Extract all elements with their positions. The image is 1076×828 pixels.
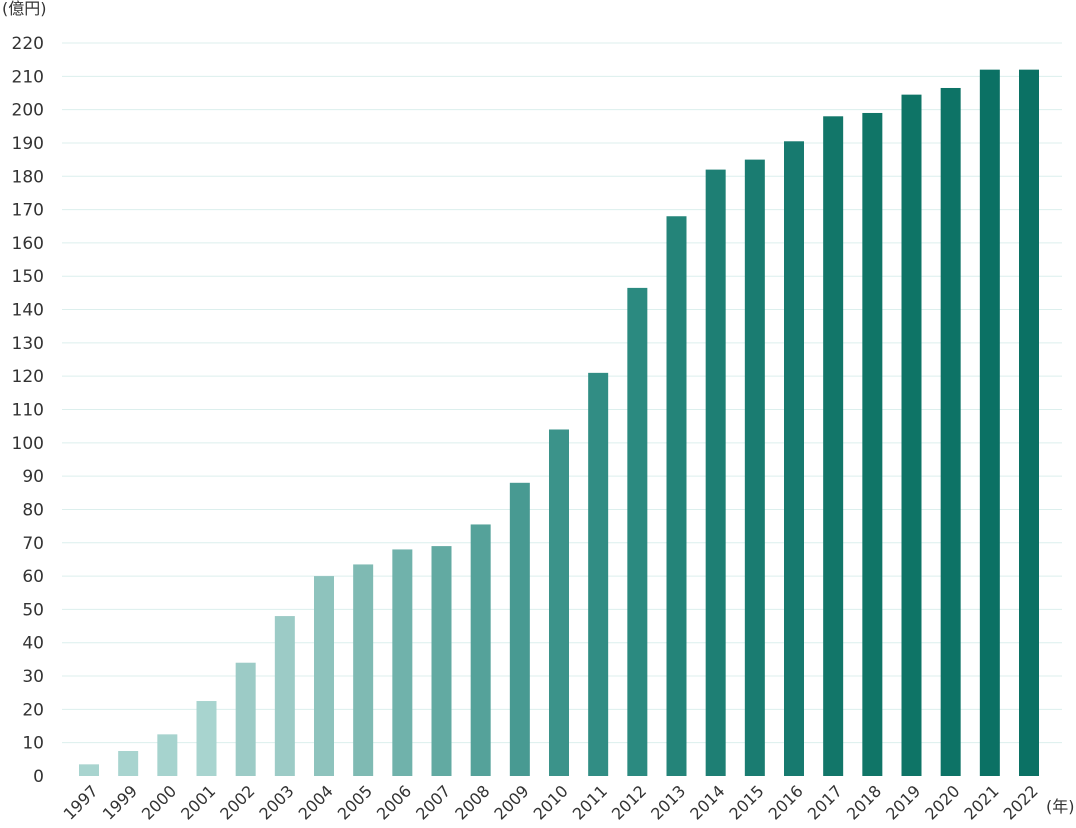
y-tick-label: 30 [22,667,44,687]
x-tick-label: 2000 [138,781,180,823]
x-axis: 1997199920002001200220032004200520062007… [60,781,1042,823]
bar-2008 [470,524,491,776]
x-tick-label: 2013 [647,781,689,823]
bar-2015 [744,159,765,776]
x-tick-label: 2004 [295,781,337,823]
x-tick-label: 2009 [490,781,532,823]
x-tick-label: 2021 [960,781,1002,823]
bar-2002 [235,662,256,776]
y-tick-label: 200 [12,101,44,121]
x-tick-label: 2006 [373,781,415,823]
x-axis-unit-label: (年) [1046,797,1075,816]
x-tick-label: 2012 [608,781,650,823]
x-tick-label: 2018 [843,781,885,823]
y-tick-label: 100 [12,434,44,454]
bar-2006 [392,549,413,776]
bar-2014 [705,169,726,777]
bar-2018 [862,112,883,776]
bar-2003 [274,616,295,776]
bar-2011 [588,372,609,776]
y-tick-label: 0 [33,767,44,787]
x-tick-label: 2015 [725,781,767,823]
bar-2021 [979,69,1000,777]
y-axis: 0 10 20 30 40 50 60 70 80 90 100 110 120 130 140 150 160… [12,34,44,787]
y-tick-label: 60 [22,567,44,587]
y-tick-label: 210 [12,67,44,87]
x-tick-label: 2020 [921,781,963,823]
y-tick-label: 160 [12,234,44,254]
bar-2000 [157,734,178,776]
y-tick-label: 190 [12,134,44,154]
bar-2001 [196,701,217,776]
x-tick-label: 2017 [804,781,846,823]
x-tick-label: 2014 [686,781,728,823]
bar-2019 [901,94,922,776]
y-tick-label: 170 [12,201,44,221]
y-tick-label: 180 [12,167,44,187]
y-tick-label: 80 [22,500,44,520]
bar-2017 [823,116,844,777]
y-tick-label: 150 [12,267,44,287]
bar-2016 [784,141,804,776]
x-tick-label: 2008 [451,781,493,823]
x-tick-label: 2002 [216,781,258,823]
x-tick-label: 2007 [412,781,454,823]
y-tick-label: 220 [12,34,44,54]
x-tick-label: 1999 [99,781,141,823]
bar-2012 [627,287,648,776]
x-tick-label: 2011 [569,781,611,823]
x-tick-label: 2019 [882,781,924,823]
x-tick-label: 2005 [334,781,376,823]
bar-2005 [353,564,374,776]
x-tick-label: 2001 [177,781,219,823]
y-tick-label: 140 [12,301,44,321]
bar-2010 [549,429,569,776]
x-tick-label: 2016 [765,781,807,823]
bar-1997 [79,764,99,776]
bar-1999 [118,751,139,776]
y-axis-unit-label: (億円) [2,0,47,18]
y-tick-label: 130 [12,334,44,354]
y-tick-label: 70 [22,534,44,554]
y-tick-label: 40 [22,634,44,654]
bars [79,69,1039,777]
bar-2009 [509,482,530,776]
gridlines [62,42,1062,744]
bar-2007 [431,546,452,776]
bar-2013 [666,216,687,777]
bar-2004 [314,576,334,776]
y-tick-label: 90 [22,467,44,487]
x-tick-label: 2010 [530,781,572,823]
y-tick-label: 20 [22,700,44,720]
y-tick-label: 110 [12,401,44,421]
x-tick-label: 2022 [1000,781,1042,823]
y-tick-label: 120 [12,367,44,387]
y-tick-label: 10 [22,734,44,754]
x-tick-label: 2003 [255,781,297,823]
bar-2022 [1019,69,1039,777]
y-tick-label: 50 [22,600,44,620]
x-tick-label: 1997 [60,781,102,823]
bar-2020 [940,87,961,776]
